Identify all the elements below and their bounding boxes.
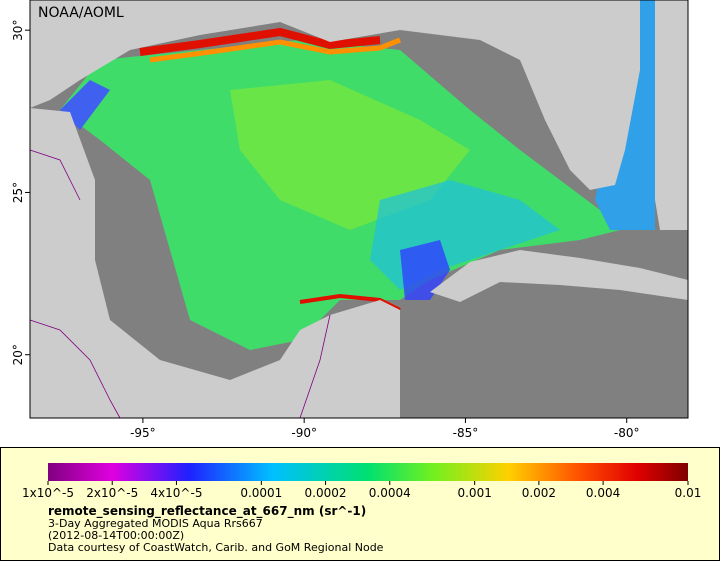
lon-tick-label: -85° (453, 426, 479, 440)
border (29, 319, 121, 419)
legend-source: Data courtesy of CoastWatch, Carib. and … (48, 541, 384, 554)
credit-box (34, 2, 124, 22)
border (29, 149, 81, 201)
colorbar-tick-label: 4x10^-5 (150, 486, 202, 500)
colorbar-tick-label: 0.0002 (305, 486, 347, 500)
legend-time: (2012-08-14T00:00:00Z) (48, 529, 184, 542)
colorbar-tick-label: 0.0004 (369, 486, 411, 500)
border (299, 314, 331, 419)
lon-tick-label: -95° (130, 426, 156, 440)
legend-subtitle: 3-Day Aggregated MODIS Aqua Rrs667 (48, 517, 263, 530)
credit: NOAA/AOML (38, 5, 124, 21)
colorbar-tick-label: 0.001 (457, 486, 491, 500)
colorbar-tick-label: 0.01 (675, 486, 702, 500)
lat-tick-label: 30° (11, 20, 25, 41)
data-field-blue (400, 240, 450, 300)
legend-variable: remote_sensing_reflectance_at_667_nm (sr… (48, 504, 366, 519)
data-field-west (60, 80, 110, 130)
land-cuba (430, 250, 688, 302)
map-frame (29, 0, 689, 419)
lon-tick-label: -90° (291, 426, 317, 440)
map: NOAA/AOML (29, 0, 689, 419)
coastal-high-2 (149, 37, 401, 63)
lat-tick-label: 25° (11, 182, 25, 203)
coastal-high (139, 27, 381, 56)
lat-tick-label: 20° (11, 344, 25, 365)
colorbar (48, 463, 688, 481)
colorbar-tick-label: 1x10^-5 (22, 486, 74, 500)
land-florida-east (655, 0, 688, 230)
colorbar-tick-label: 0.0001 (240, 486, 282, 500)
land-mexico (30, 108, 400, 418)
colorbar-tick-label: 2x10^-5 (86, 486, 138, 500)
lon-tick-label: -80° (614, 426, 640, 440)
colorbar-tick-label: 0.002 (522, 486, 556, 500)
colorbar-tick-label: 0.004 (586, 486, 620, 500)
